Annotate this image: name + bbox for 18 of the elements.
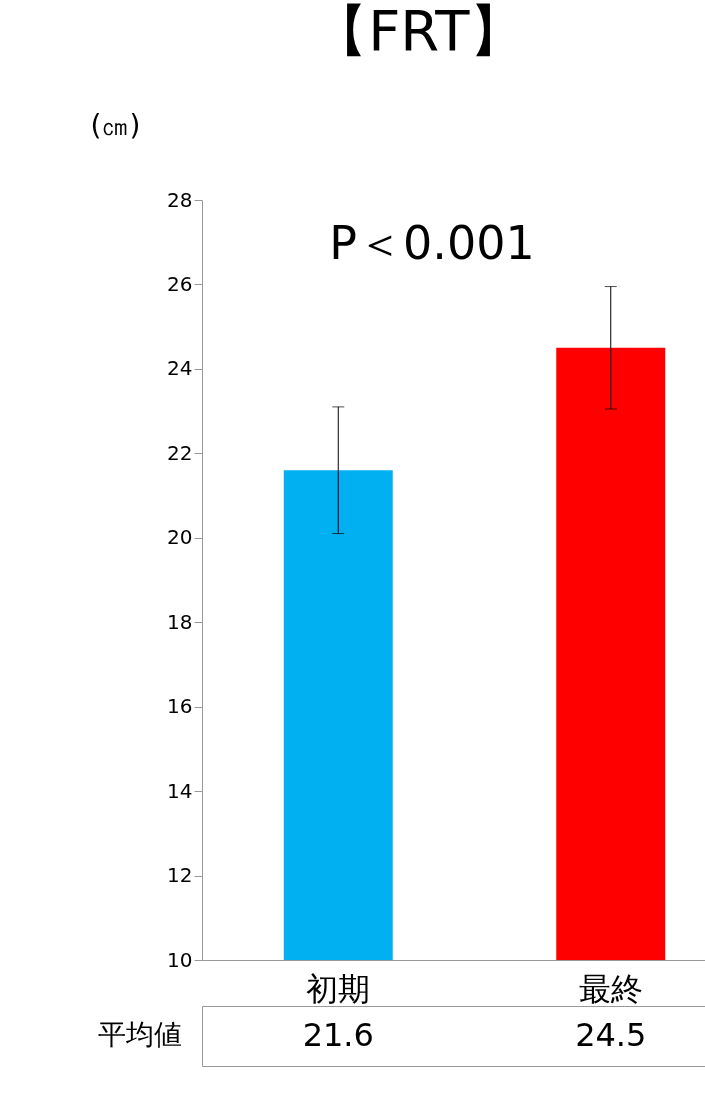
y-tick-label: 14: [167, 778, 193, 803]
text: 平均値: [98, 1018, 182, 1051]
y-tick-label: 26: [167, 271, 193, 296]
data-label: 21.6: [302, 1016, 374, 1054]
y-tick-label: 18: [167, 609, 193, 634]
y-tick-label: 24: [167, 356, 193, 381]
y-tick-label: 22: [167, 440, 193, 465]
y-axis-title: (㎝): [90, 108, 141, 142]
data-label: 24.5: [575, 1016, 647, 1054]
y-tick-label: 12: [167, 863, 193, 888]
y-tick-label: 10: [167, 947, 193, 972]
x-tick-label: 最終: [578, 969, 643, 1008]
y-tick-label: 16: [167, 694, 193, 719]
y-tick-label: 28: [167, 187, 193, 212]
x-tick-label: 初期: [306, 969, 371, 1008]
chart-title: 【FRT】: [312, 0, 526, 63]
y-tick-label: 20: [167, 525, 193, 550]
annotation: P＜0.001: [329, 216, 535, 270]
